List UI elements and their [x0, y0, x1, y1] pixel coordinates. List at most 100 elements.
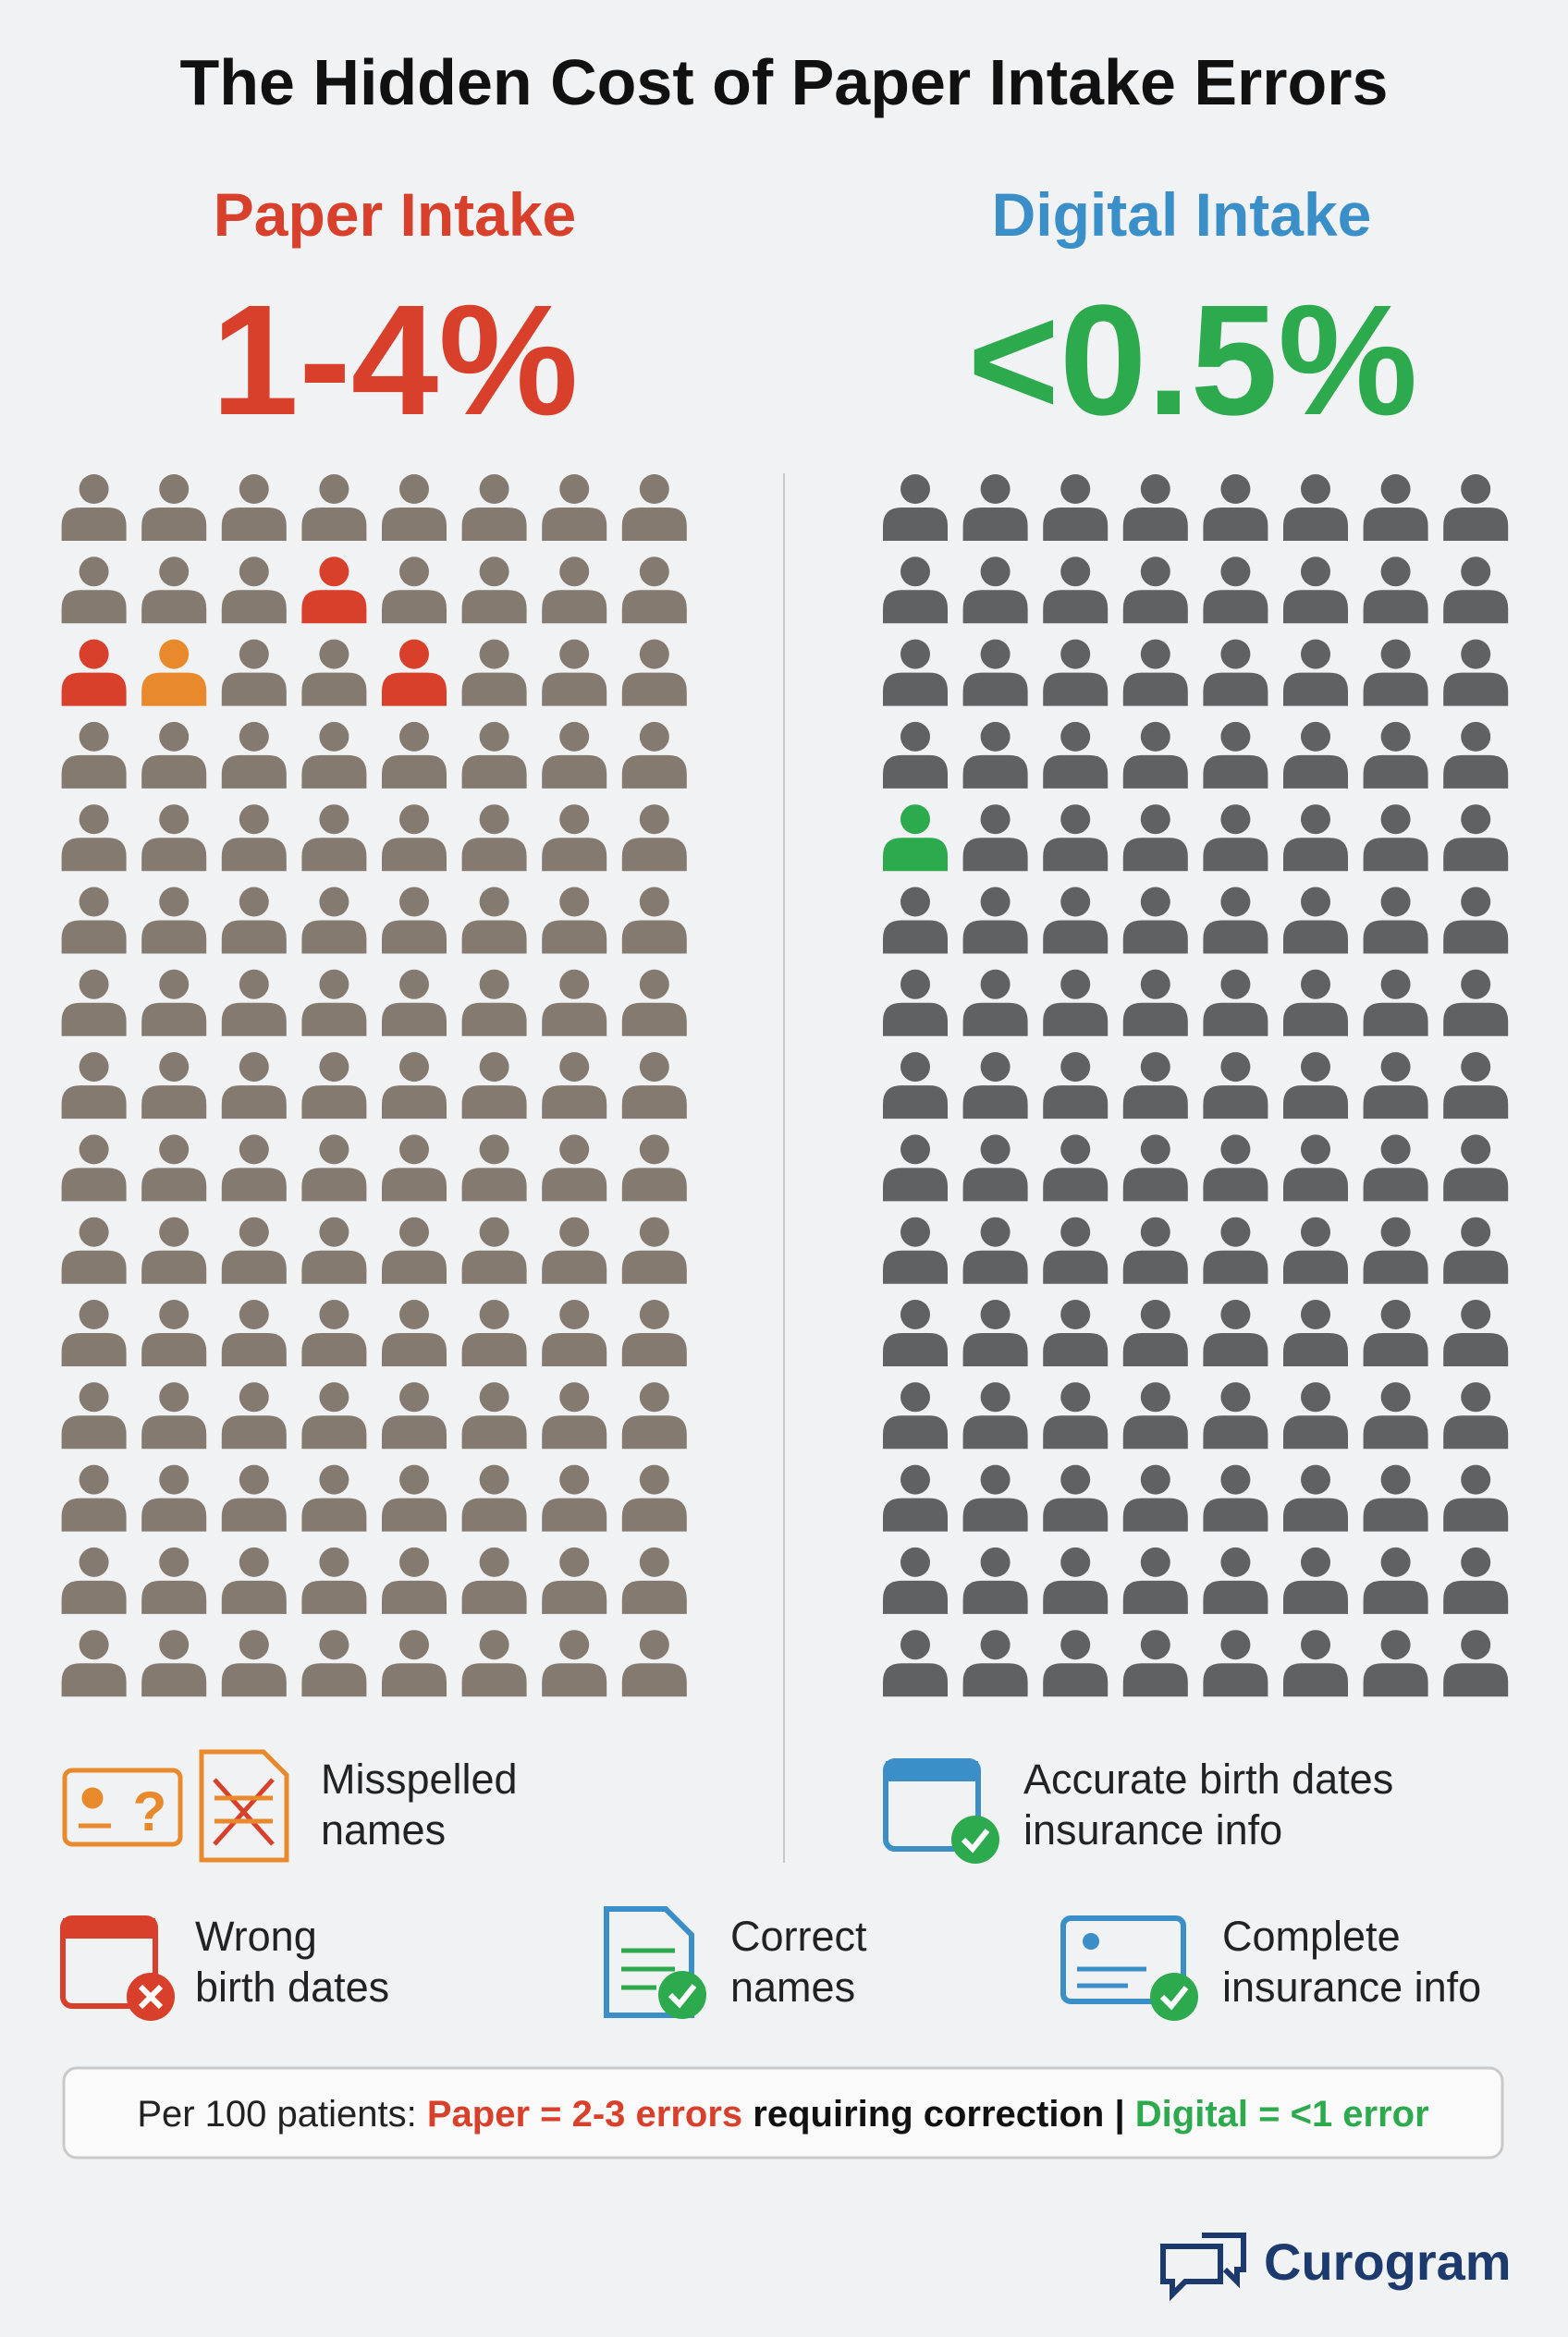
person-body	[621, 672, 687, 706]
person-head	[1380, 804, 1411, 835]
person-head	[1060, 804, 1091, 835]
person-head	[319, 557, 349, 587]
person-icon	[1363, 1134, 1428, 1202]
person-icon	[301, 887, 367, 954]
person-head	[479, 804, 509, 835]
person-body	[621, 590, 687, 624]
person-body	[141, 1002, 207, 1036]
person-head	[1220, 1547, 1251, 1577]
person-head	[1380, 1547, 1411, 1577]
person-icon	[461, 1134, 527, 1202]
person-icon	[621, 1382, 687, 1450]
person-icon	[542, 887, 607, 954]
brand-logo	[1160, 2233, 1246, 2302]
person-icon	[141, 804, 207, 872]
person-head	[159, 1382, 190, 1413]
person-body	[141, 1333, 207, 1366]
person-icon	[883, 557, 948, 624]
person-icon	[621, 1630, 687, 1697]
person-icon	[962, 1217, 1028, 1284]
person-body	[1043, 1250, 1109, 1284]
person-head	[479, 1300, 509, 1329]
person-head	[559, 1547, 590, 1577]
person-body	[1122, 1333, 1188, 1366]
person-body	[1363, 1002, 1428, 1036]
person-head	[639, 804, 669, 835]
person-icon	[141, 1300, 207, 1366]
person-icon	[1043, 1547, 1109, 1614]
person-body	[61, 1663, 127, 1697]
person-body	[883, 1415, 948, 1450]
person-icon	[1283, 1300, 1348, 1366]
person-body	[461, 590, 527, 624]
person-icon	[542, 969, 607, 1036]
person-head	[319, 721, 349, 752]
person-head	[1060, 1382, 1091, 1413]
person-head	[980, 639, 1011, 669]
person-icon	[883, 639, 948, 706]
person-head	[319, 1547, 349, 1577]
person-head	[1301, 1547, 1330, 1577]
footer-box	[62, 2066, 1504, 2160]
person-icon	[621, 1547, 687, 1614]
person-icon	[461, 1217, 527, 1284]
person-icon	[1122, 1217, 1188, 1284]
person-body	[1043, 590, 1109, 624]
person-icon	[883, 1217, 948, 1284]
person-icon	[461, 1630, 527, 1697]
person-head	[1140, 1217, 1170, 1247]
person-body	[621, 1580, 687, 1614]
person-head	[980, 474, 1011, 504]
person-head	[1461, 721, 1491, 752]
person-icon	[221, 1547, 287, 1614]
person-head	[1380, 1052, 1411, 1083]
person-icon	[883, 1547, 948, 1614]
person-head	[319, 1382, 349, 1413]
person-icon	[301, 804, 367, 872]
person-head	[980, 1217, 1011, 1247]
person-head	[639, 721, 669, 752]
person-head	[639, 1630, 669, 1660]
person-head	[1461, 969, 1491, 999]
person-head	[639, 1464, 669, 1495]
person-icon	[883, 1134, 948, 1202]
person-body	[382, 754, 447, 789]
person-head	[900, 1382, 930, 1413]
person-head	[319, 474, 349, 504]
person-icon	[141, 721, 207, 789]
person-icon	[542, 1547, 607, 1614]
person-head	[1060, 969, 1091, 999]
person-body	[141, 1415, 207, 1450]
person-head	[1301, 969, 1330, 999]
person-head	[1140, 1300, 1170, 1329]
person-head	[79, 804, 109, 835]
person-body	[1443, 1498, 1509, 1532]
person-head	[559, 1217, 590, 1247]
person-icon	[1443, 474, 1509, 541]
person-icon	[1203, 1134, 1268, 1202]
person-head	[1140, 887, 1170, 917]
person-head	[639, 1300, 669, 1329]
person-head	[1060, 1464, 1091, 1495]
person-icon	[221, 1300, 287, 1366]
person-body	[962, 1333, 1028, 1366]
person-icon	[61, 1464, 127, 1532]
person-icon	[1443, 1300, 1509, 1366]
person-body	[621, 920, 687, 954]
person-icon	[962, 721, 1028, 789]
person-icon	[1283, 1464, 1348, 1532]
person-body	[1283, 1002, 1348, 1036]
person-body	[1283, 1250, 1348, 1284]
person-icon	[1283, 1217, 1348, 1284]
person-body	[1283, 1085, 1348, 1120]
person-icon	[382, 557, 447, 624]
person-head	[1220, 639, 1251, 669]
person-icon	[1122, 1134, 1188, 1202]
person-icon	[621, 1217, 687, 1284]
person-icon	[621, 639, 687, 706]
person-icon	[962, 1382, 1028, 1450]
person-body	[382, 1333, 447, 1366]
person-head	[1301, 1217, 1330, 1247]
person-body	[221, 920, 287, 954]
person-head	[900, 1547, 930, 1577]
